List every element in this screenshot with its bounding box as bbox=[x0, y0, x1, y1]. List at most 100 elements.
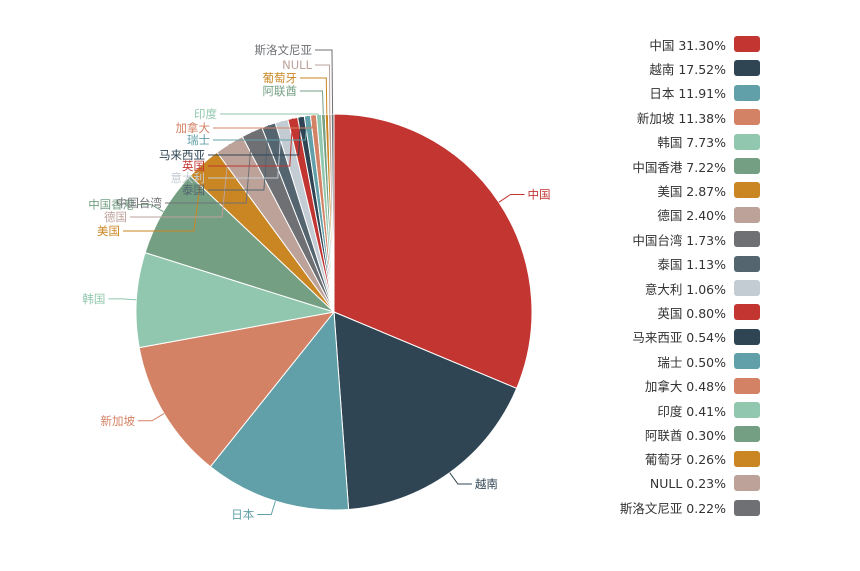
slice-label-瑞士: 瑞士 bbox=[187, 133, 210, 147]
legend-item[interactable]: 新加坡 11.38% bbox=[637, 106, 760, 128]
legend-item[interactable]: 中国香港 7.22% bbox=[632, 155, 760, 177]
legend-item[interactable]: 越南 17.52% bbox=[649, 57, 760, 79]
legend-label: 美国 2.87% bbox=[657, 183, 726, 199]
legend-item[interactable]: 德国 2.40% bbox=[657, 204, 760, 226]
legend-item[interactable]: 瑞士 0.50% bbox=[657, 350, 760, 372]
legend-item[interactable]: 泰国 1.13% bbox=[657, 253, 760, 275]
leader-line-德国 bbox=[130, 143, 230, 218]
slice-韩国[interactable] bbox=[135, 251, 335, 349]
legend-swatch bbox=[734, 499, 760, 516]
legend-label: 马来西亚 0.54% bbox=[632, 330, 726, 346]
leader-line-斯洛文尼亚 bbox=[315, 49, 334, 115]
slice-label-泰国: 泰国 bbox=[182, 183, 205, 197]
leader-line-印度 bbox=[220, 113, 320, 116]
legend-item[interactable]: 中国台湾 1.73% bbox=[632, 228, 760, 250]
slice-label-德国: 德国 bbox=[104, 210, 127, 224]
legend-label: 瑞士 0.50% bbox=[657, 354, 726, 370]
legend-swatch bbox=[734, 109, 760, 126]
slice-越南[interactable] bbox=[333, 311, 518, 510]
leader-line-韩国 bbox=[108, 298, 137, 301]
slice-label-NULL: NULL bbox=[282, 58, 312, 72]
leader-line-加拿大 bbox=[213, 115, 314, 129]
legend-label: 阿联酋 0.30% bbox=[644, 427, 726, 443]
legend-swatch bbox=[734, 182, 760, 199]
legend-item[interactable]: 英国 0.80% bbox=[657, 301, 760, 323]
legend-swatch bbox=[734, 133, 760, 150]
slice-label-葡萄牙: 葡萄牙 bbox=[263, 71, 298, 85]
legend-label: 意大利 1.06% bbox=[644, 281, 726, 297]
legend-item[interactable]: 中国 31.30% bbox=[649, 33, 760, 55]
slice-斯洛文尼亚[interactable] bbox=[330, 113, 335, 313]
leader-line-阿联酋 bbox=[300, 90, 324, 115]
legend-item[interactable]: 加拿大 0.48% bbox=[645, 375, 760, 397]
legend-item[interactable]: 斯洛文尼亚 0.22% bbox=[620, 497, 760, 519]
legend-item[interactable]: 日本 11.91% bbox=[649, 82, 760, 104]
slice-label-意大利: 意大利 bbox=[171, 171, 206, 185]
pie-slices bbox=[135, 113, 533, 511]
legend-label: 日本 11.91% bbox=[649, 86, 726, 102]
slice-label-中国台湾: 中国台湾 bbox=[116, 196, 162, 210]
legend-swatch bbox=[734, 475, 760, 492]
legend-swatch bbox=[734, 36, 760, 52]
legend-label: 中国香港 7.22% bbox=[632, 159, 726, 175]
leader-line-越南 bbox=[449, 472, 472, 485]
legend-label: 泰国 1.13% bbox=[657, 257, 726, 273]
leader-line-马来西亚 bbox=[208, 116, 302, 156]
legend-label: 葡萄牙 0.26% bbox=[644, 452, 726, 468]
legend-label: 越南 17.52% bbox=[649, 61, 726, 77]
legend-swatch bbox=[734, 377, 760, 394]
leader-line-泰国 bbox=[208, 125, 269, 191]
legend-item[interactable]: 印度 0.41% bbox=[657, 399, 760, 421]
legend-swatch bbox=[734, 60, 760, 77]
legend-item[interactable]: 阿联酋 0.30% bbox=[645, 423, 760, 445]
slice-label-韩国: 韩国 bbox=[82, 292, 105, 306]
legend-label: 德国 2.40% bbox=[657, 208, 726, 224]
slice-label-中国香港: 中国香港 bbox=[88, 198, 134, 212]
legend-label: NULL 0.23% bbox=[649, 475, 726, 491]
slice-label-印度: 印度 bbox=[194, 107, 217, 121]
legend-swatch bbox=[734, 255, 760, 272]
legend-swatch bbox=[734, 158, 760, 174]
legend-label: 斯洛文尼亚 0.22% bbox=[619, 501, 726, 517]
slice-新加坡[interactable] bbox=[138, 311, 336, 468]
slice-label-中国: 中国 bbox=[528, 188, 551, 202]
slice-label-英国: 英国 bbox=[182, 159, 205, 173]
legend-item[interactable]: 美国 2.87% bbox=[657, 179, 760, 201]
legend-label: 印度 0.41% bbox=[657, 403, 726, 419]
slice-label-马来西亚: 马来西亚 bbox=[159, 148, 205, 162]
label-leader-lines bbox=[108, 49, 525, 515]
leader-line-瑞士 bbox=[213, 115, 308, 141]
slice-label-美国: 美国 bbox=[97, 224, 120, 238]
slice-label-斯洛文尼亚: 斯洛文尼亚 bbox=[255, 43, 313, 57]
legend-swatch bbox=[734, 206, 760, 223]
slice-label-阿联酋: 阿联酋 bbox=[263, 84, 298, 98]
legend-item[interactable]: NULL 0.23% bbox=[650, 472, 760, 494]
legend-label: 加拿大 0.48% bbox=[644, 379, 726, 395]
legend-label: 英国 0.80% bbox=[657, 305, 726, 321]
leader-line-美国 bbox=[123, 163, 204, 232]
legend-swatch bbox=[734, 84, 760, 101]
legend-swatch bbox=[734, 402, 760, 418]
legend-swatch bbox=[734, 353, 760, 370]
legend-swatch bbox=[734, 231, 760, 248]
leader-line-英国 bbox=[208, 118, 294, 167]
leader-line-葡萄牙 bbox=[300, 77, 328, 115]
legend-swatch bbox=[734, 280, 760, 296]
slice-label-越南: 越南 bbox=[475, 477, 498, 491]
slice-日本[interactable] bbox=[209, 310, 350, 511]
legend-item[interactable]: 韩国 7.73% bbox=[657, 131, 760, 153]
legend-swatch bbox=[734, 450, 760, 467]
legend-swatch bbox=[734, 328, 760, 345]
slice-label-日本: 日本 bbox=[231, 508, 254, 522]
legend-item[interactable]: 马来西亚 0.54% bbox=[632, 326, 760, 348]
legend-item[interactable]: 意大利 1.06% bbox=[645, 277, 760, 299]
leader-line-中国香港 bbox=[137, 204, 164, 213]
slice-label-加拿大: 加拿大 bbox=[176, 121, 211, 135]
leader-line-NULL bbox=[315, 64, 331, 115]
legend-item[interactable]: 葡萄牙 0.26% bbox=[645, 448, 760, 470]
legend-swatch bbox=[734, 426, 760, 443]
leader-line-新加坡 bbox=[138, 413, 165, 422]
slice-label-新加坡: 新加坡 bbox=[101, 414, 136, 428]
